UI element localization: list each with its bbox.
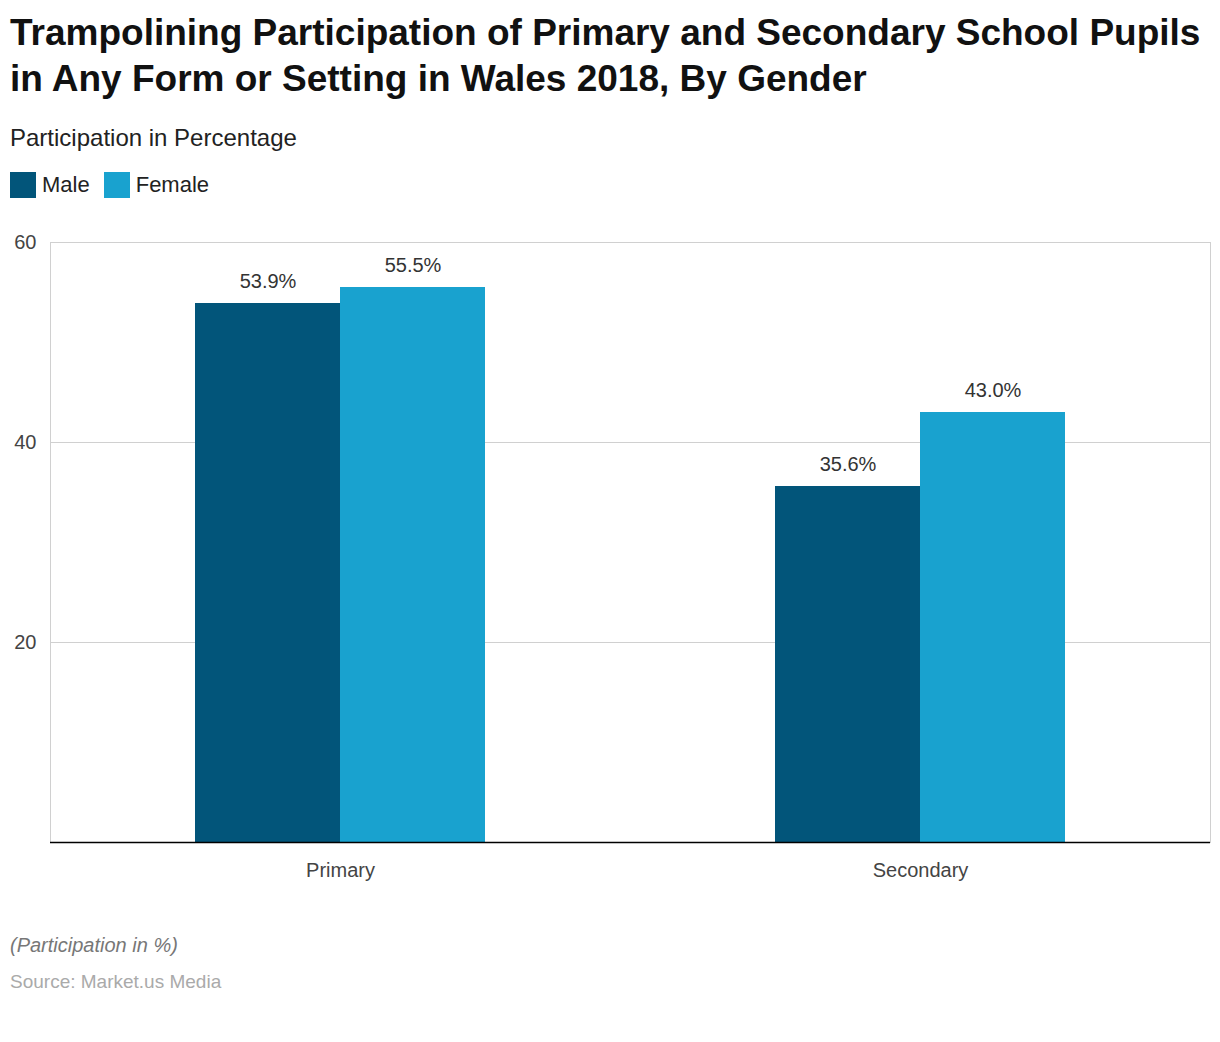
html-text:Source: Market.us Media: Source: Market.us Media — [10, 971, 222, 992]
svg-text:53.9%: 53.9% — [240, 270, 297, 292]
html-text:Participation in Percentage: Participation in Percentage — [10, 124, 297, 151]
svg-text:Secondary: Secondary — [873, 859, 969, 881]
html-text:(Participation in %): (Participation in %) — [10, 934, 178, 956]
svg-text:20: 20 — [14, 631, 36, 653]
svg-text:60: 60 — [14, 231, 36, 253]
html-text:Male: Male — [42, 172, 90, 197]
svg-text:Primary: Primary — [306, 859, 375, 881]
svg-text:43.0%: 43.0% — [965, 379, 1022, 401]
html-text:Female: Female — [135, 172, 209, 197]
svg-text:55.5%: 55.5% — [385, 254, 442, 276]
svg-text:40: 40 — [14, 431, 36, 453]
svg-text:35.6%: 35.6% — [820, 453, 877, 475]
html-text:Trampolining Participation of: Trampolining Participation of Primary an… — [10, 12, 1201, 99]
